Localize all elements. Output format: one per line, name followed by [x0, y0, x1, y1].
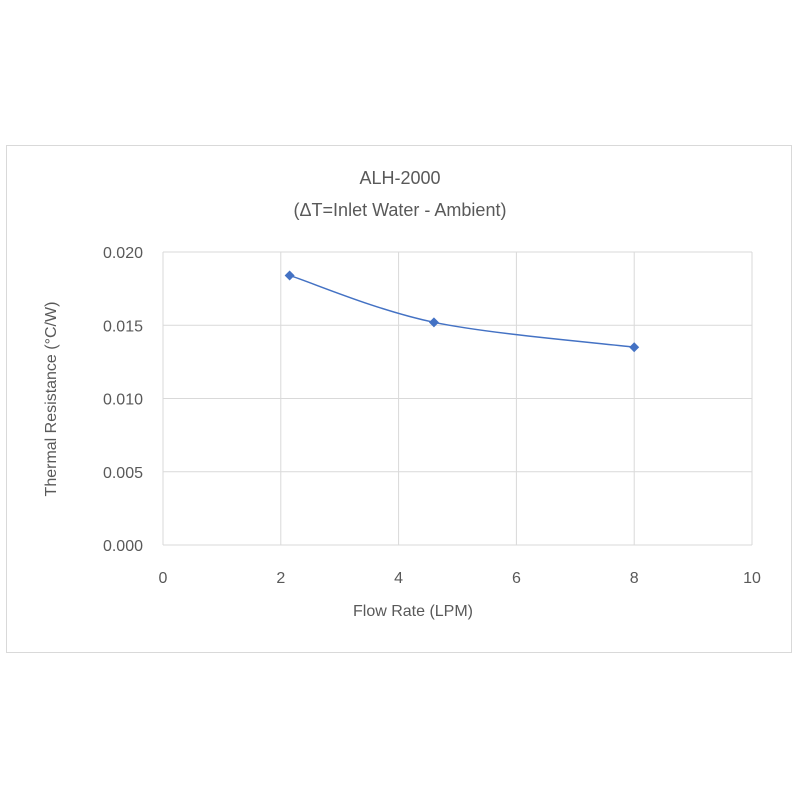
y-tick-label: 0.015 — [103, 318, 143, 335]
y-axis-label: Thermal Resistance (°C/W) — [43, 302, 60, 497]
x-tick-label: 6 — [512, 570, 521, 587]
y-tick-label: 0.000 — [103, 538, 143, 555]
y-tick-label: 0.020 — [103, 245, 143, 262]
x-tick-label: 10 — [743, 570, 761, 587]
data-point-marker — [629, 342, 640, 353]
x-tick-label: 4 — [394, 570, 403, 587]
x-axis-label: Flow Rate (LPM) — [353, 603, 473, 620]
data-point-marker — [284, 270, 295, 281]
x-tick-label: 8 — [630, 570, 639, 587]
chart-subtitle: (ΔT=Inlet Water - Ambient) — [294, 200, 507, 220]
series-line — [289, 274, 635, 348]
y-tick-label: 0.010 — [103, 392, 143, 409]
y-tick-label: 0.005 — [103, 465, 143, 482]
data-point-marker — [428, 317, 439, 328]
chart-frame — [6, 145, 792, 653]
x-tick-label: 0 — [159, 570, 168, 587]
chart-title: ALH-2000 — [359, 168, 440, 188]
x-tick-label: 2 — [276, 570, 285, 587]
